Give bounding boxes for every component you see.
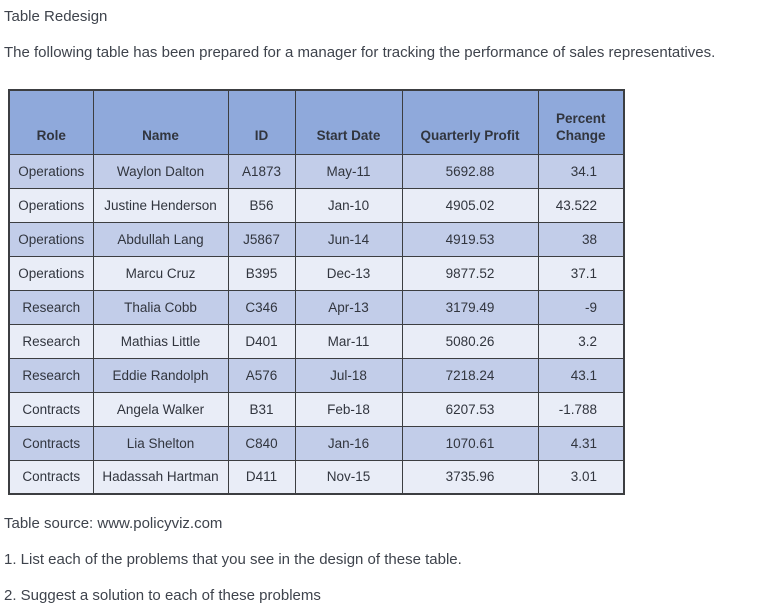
intro-paragraph: The following table has been prepared fo…: [4, 44, 716, 61]
table-cell: 3.01: [537, 459, 625, 495]
question-1: 1. List each of the problems that you se…: [4, 551, 462, 568]
table-cell: 43.1: [537, 357, 625, 393]
column-header: Role: [8, 89, 94, 155]
table-cell: -1.788: [537, 391, 625, 427]
table-cell: Waylon Dalton: [92, 153, 229, 189]
table-cell: B395: [227, 255, 296, 291]
table-cell: Eddie Randolph: [92, 357, 229, 393]
table-row: Research Eddie Randolph A576 Jul-18 7218.24 4…: [8, 357, 625, 393]
column-header: Start Date: [294, 89, 403, 155]
table-cell: Jan-16: [294, 425, 403, 461]
table-cell: Operations: [8, 221, 94, 257]
table-cell: Jan-10: [294, 187, 403, 223]
table-cell: 3.2: [537, 323, 625, 359]
page-title: Table Redesign: [4, 8, 108, 25]
table-cell: C840: [227, 425, 296, 461]
table-row: Operations Justine Henderson B56 Jan-10 4905…: [8, 187, 625, 223]
table-cell: 1070.61: [401, 425, 539, 461]
column-header: Quarterly Profit: [401, 89, 539, 155]
table-cell: Hadassah Hartman: [92, 459, 229, 495]
table-cell: May-11: [294, 153, 403, 189]
table-cell: 5080.26: [401, 323, 539, 359]
table-cell: 37.1: [537, 255, 625, 291]
table-cell: Research: [8, 323, 94, 359]
table-cell: 34.1: [537, 153, 625, 189]
column-header: Name: [92, 89, 229, 155]
table-cell: Research: [8, 357, 94, 393]
table-cell: 3735.96: [401, 459, 539, 495]
table-cell: 4905.02: [401, 187, 539, 223]
table-cell: J5867: [227, 221, 296, 257]
table-cell: Jun-14: [294, 221, 403, 257]
table-cell: A1873: [227, 153, 296, 189]
table-cell: Contracts: [8, 425, 94, 461]
table-row: Research Mathias Little D401 Mar-11 5080.26 3…: [8, 323, 625, 359]
table-cell: Operations: [8, 187, 94, 223]
table-cell: Mathias Little: [92, 323, 229, 359]
table-cell: 4919.53: [401, 221, 539, 257]
table-header-row: Role Name ID Start Date Quarterly Profit Perc…: [8, 89, 625, 155]
table-row: Operations Abdullah Lang J5867 Jun-14 4919.5…: [8, 221, 625, 257]
table-cell: Contracts: [8, 391, 94, 427]
table-row: Contracts Hadassah Hartman D411 Nov-15 3735.…: [8, 459, 625, 495]
table-cell: Operations: [8, 153, 94, 189]
table-row: Contracts Lia Shelton C840 Jan-16 1070.61 4.3…: [8, 425, 625, 461]
question-2: 2. Suggest a solution to each of these p…: [4, 587, 321, 604]
table-cell: -9: [537, 289, 625, 325]
table-cell: B31: [227, 391, 296, 427]
table-cell: Mar-11: [294, 323, 403, 359]
table-cell: 4.31: [537, 425, 625, 461]
table-cell: B56: [227, 187, 296, 223]
table-cell: Justine Henderson: [92, 187, 229, 223]
table-cell: 5692.88: [401, 153, 539, 189]
table-cell: Feb-18: [294, 391, 403, 427]
column-header: Percent Change: [537, 89, 625, 155]
table-cell: D401: [227, 323, 296, 359]
table-cell: Abdullah Lang: [92, 221, 229, 257]
sales-table-header: Role Name ID Start Date Quarterly Profit Perc…: [8, 89, 625, 155]
table-cell: Research: [8, 289, 94, 325]
table-cell: Marcu Cruz: [92, 255, 229, 291]
table-cell: 9877.52: [401, 255, 539, 291]
table-row: Research Thalia Cobb C346 Apr-13 3179.49 -9: [8, 289, 625, 325]
table-source-line: Table source: www.policyviz.com: [4, 515, 223, 532]
table-cell: 38: [537, 221, 625, 257]
table-cell: Angela Walker: [92, 391, 229, 427]
table-cell: Lia Shelton: [92, 425, 229, 461]
table-cell: 7218.24: [401, 357, 539, 393]
table-cell: Apr-13: [294, 289, 403, 325]
table-cell: 43.522: [537, 187, 625, 223]
table-row: Operations Marcu Cruz B395 Dec-13 9877.52 37.…: [8, 255, 625, 291]
table-cell: Nov-15: [294, 459, 403, 495]
table-cell: D411: [227, 459, 296, 495]
table-row: Contracts Angela Walker B31 Feb-18 6207.53 -1…: [8, 391, 625, 427]
table-cell: Operations: [8, 255, 94, 291]
table-cell: 3179.49: [401, 289, 539, 325]
table-cell: Jul-18: [294, 357, 403, 393]
table-cell: Thalia Cobb: [92, 289, 229, 325]
sales-table-body: Operations Waylon Dalton A1873 May-11 5692.8…: [8, 153, 625, 495]
table-cell: Dec-13: [294, 255, 403, 291]
table-cell: 6207.53: [401, 391, 539, 427]
table-row: Operations Waylon Dalton A1873 May-11 5692.8…: [8, 153, 625, 189]
sales-table: Role Name ID Start Date Quarterly Profit Perc…: [8, 89, 625, 495]
column-header: ID: [227, 89, 296, 155]
table-cell: A576: [227, 357, 296, 393]
table-cell: C346: [227, 289, 296, 325]
table-cell: Contracts: [8, 459, 94, 495]
